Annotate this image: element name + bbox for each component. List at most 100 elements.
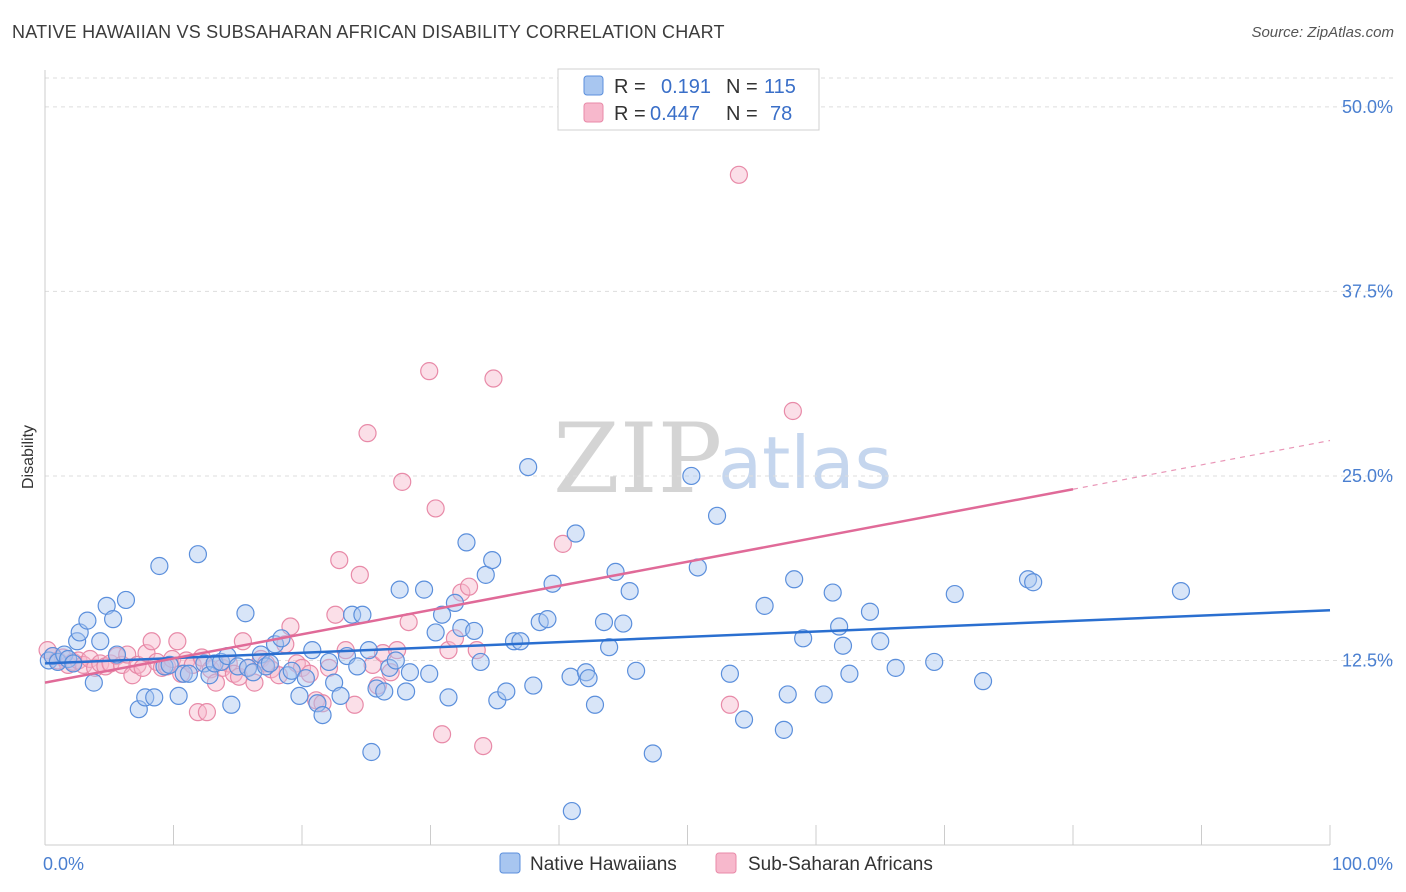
data-point-native-hawaiian <box>104 610 123 629</box>
data-point-native-hawaiian <box>871 632 890 651</box>
y-tick-label: 25.0% <box>1342 466 1393 486</box>
data-point-sub-saharan <box>350 565 369 584</box>
data-point-sub-saharan <box>432 725 452 744</box>
data-point-native-hawaiian <box>380 658 399 677</box>
data-point-native-hawaiian <box>414 580 434 599</box>
data-point-native-hawaiian <box>562 801 581 821</box>
data-point-native-hawaiian <box>707 506 727 525</box>
data-point-sub-saharan <box>720 695 740 714</box>
legend-swatch-blue <box>583 75 604 96</box>
data-point-native-hawaiian <box>91 632 110 651</box>
data-point-native-hawaiian <box>43 646 62 666</box>
legend-r-label-1: R = <box>614 76 646 98</box>
data-point-native-hawaiian <box>107 645 127 664</box>
axes <box>44 70 1331 846</box>
data-point-native-hawaiian <box>396 682 416 701</box>
data-point-native-hawaiian <box>375 682 394 701</box>
data-point-native-hawaiian <box>778 685 797 704</box>
y-tick-label: 12.5% <box>1342 650 1393 670</box>
data-point-native-hawaiian <box>833 636 853 655</box>
data-point-native-hawaiian <box>1024 573 1043 592</box>
data-point-sub-saharan <box>484 369 503 388</box>
bottom-legend-native-hawaiians: Native Hawaiians <box>530 854 677 875</box>
data-point-native-hawaiian <box>290 686 309 706</box>
data-point-native-hawaiian <box>188 545 208 564</box>
legend-n-value-1: 115 <box>764 76 796 98</box>
data-point-native-hawaiian <box>222 695 241 714</box>
data-point-native-hawaiian <box>465 621 484 641</box>
data-point-native-hawaiian <box>445 593 465 613</box>
data-point-native-hawaiian <box>129 700 148 719</box>
legend-swatch-pink <box>583 102 604 123</box>
y-tick-label: 37.5% <box>1342 281 1393 301</box>
data-point-sub-saharan <box>80 649 100 669</box>
data-point-sub-saharan <box>553 534 572 553</box>
y-tick-labels: 12.5% 25.0% 37.5% 50.0% <box>1342 97 1393 671</box>
data-point-native-hawaiian <box>432 605 452 624</box>
data-point-native-hawaiian <box>945 584 964 604</box>
data-point-native-hawaiian <box>150 556 169 576</box>
data-point-sub-saharan <box>326 605 345 624</box>
data-point-native-hawaiian <box>840 664 859 683</box>
x-tick-labels: 0.0% 100.0% <box>43 854 1393 874</box>
data-point-native-hawaiian <box>566 524 585 543</box>
data-point-sub-saharan <box>168 632 187 651</box>
data-point-native-hawaiian <box>457 533 476 552</box>
legend: R = 0.191 N = 115 R = 0.447 N = 78 <box>557 68 820 131</box>
source-label: Source: ZipAtlas.com <box>1251 24 1394 41</box>
data-point-native-hawaiian <box>886 658 905 677</box>
legend-n-label-2: N = <box>726 103 758 125</box>
data-point-native-hawaiian <box>626 661 646 680</box>
data-point-native-hawaiian <box>362 742 381 762</box>
data-point-native-hawaiian <box>720 664 740 683</box>
data-point-sub-saharan <box>459 577 479 596</box>
watermark-zip: ZIP <box>553 403 722 515</box>
data-point-sub-saharan <box>426 499 445 518</box>
data-point-native-hawaiian <box>282 661 301 680</box>
chart-title: NATIVE HAWAIIAN VS SUBSAHARAN AFRICAN DI… <box>12 22 725 42</box>
data-point-native-hawaiian <box>1171 581 1191 601</box>
data-point-native-hawaiian <box>561 667 580 686</box>
data-point-sub-saharan <box>358 424 377 443</box>
data-point-native-hawaiian <box>319 652 339 672</box>
gridlines <box>45 77 1395 661</box>
data-point-native-hawaiian <box>504 632 524 651</box>
data-point-sub-saharan <box>420 362 439 381</box>
data-point-native-hawaiian <box>483 550 502 570</box>
data-point-native-hawaiian <box>579 669 598 688</box>
data-point-sub-saharan <box>197 703 217 722</box>
trend-line-native-hawaiians <box>44 609 1331 665</box>
data-point-native-hawaiian <box>420 664 439 683</box>
data-point-sub-saharan <box>142 632 161 651</box>
data-point-native-hawaiian <box>614 614 633 633</box>
bottom-legend-sub-saharan-africans: Sub-Saharan Africans <box>748 854 933 875</box>
data-point-native-hawaiian <box>348 657 367 676</box>
bottom-legend-swatch-pink <box>715 852 737 874</box>
data-point-native-hawaiian <box>794 629 813 648</box>
data-point-native-hawaiian <box>145 688 164 707</box>
trend-lines <box>44 439 1331 684</box>
y-tick-label: 50.0% <box>1342 97 1393 117</box>
bottom-legend: Native Hawaiians Sub-Saharan Africans <box>499 852 933 875</box>
data-point-sub-saharan <box>330 550 349 570</box>
data-point-native-hawaiian <box>860 602 880 621</box>
data-point-native-hawaiian <box>78 611 97 630</box>
trend-line-sub-saharan-africans <box>44 488 1074 684</box>
data-point-native-hawaiian <box>814 685 833 704</box>
data-point-native-hawaiian <box>313 705 332 725</box>
data-point-native-hawaiian <box>426 623 445 642</box>
data-point-native-hawaiian <box>755 596 774 615</box>
data-point-sub-saharan <box>729 165 749 184</box>
data-point-native-hawaiian <box>973 672 993 691</box>
data-point-sub-saharan <box>474 736 493 756</box>
data-point-native-hawaiian <box>174 664 193 683</box>
x-tick-label-max: 100.0% <box>1332 854 1393 874</box>
data-point-native-hawaiian <box>538 610 557 629</box>
data-point-native-hawaiian <box>785 570 804 589</box>
legend-n-value-2: 78 <box>770 103 792 125</box>
legend-r-label-2: R = <box>614 103 646 125</box>
data-point-native-hawaiian <box>594 612 614 632</box>
data-point-native-hawaiian <box>116 590 136 610</box>
data-point-native-hawaiian <box>925 652 944 672</box>
